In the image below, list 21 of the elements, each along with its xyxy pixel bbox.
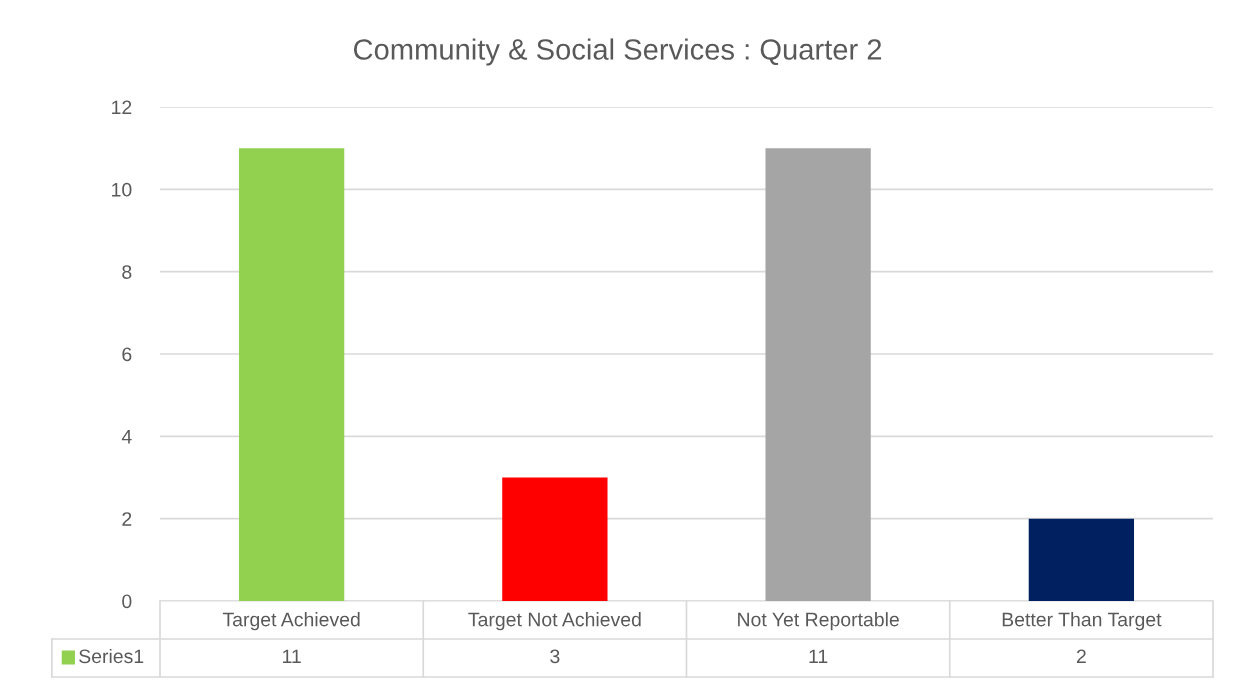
data-label: 11 — [809, 649, 828, 664]
chart-title: Community & Social Services : Quarter 2 — [353, 38, 882, 66]
data-label: 2 — [1076, 649, 1086, 664]
x-tick-label: Better Than Target — [1002, 612, 1162, 631]
y-tick-label: 2 — [122, 512, 132, 526]
bar — [1028, 518, 1135, 601]
y-tick-label: 8 — [122, 265, 132, 279]
bar — [502, 477, 608, 601]
x-tick-label: Target Not Achieved — [468, 612, 641, 631]
x-tick-label: Not Yet Reportable — [738, 612, 899, 631]
x-tick-label: Target Achieved — [222, 612, 360, 631]
y-tick-label: 0 — [122, 594, 132, 609]
legend-label: Series1 — [79, 648, 144, 664]
data-label: 3 — [550, 649, 560, 664]
bar — [238, 148, 345, 601]
y-tick-label: 6 — [122, 347, 132, 362]
bar — [765, 148, 871, 601]
y-tick-label: 12 — [112, 100, 132, 115]
y-tick-label: 10 — [112, 182, 132, 197]
y-tick-label: 4 — [121, 430, 132, 444]
data-label: 11 — [283, 649, 301, 664]
